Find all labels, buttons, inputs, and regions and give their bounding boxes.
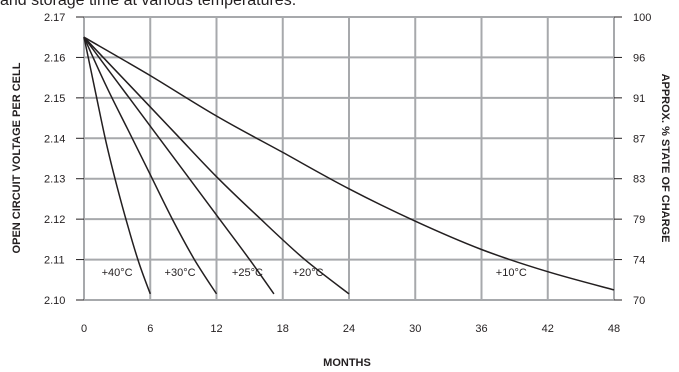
chart-curves [83,36,615,295]
y2-tick-label: 91 [633,93,645,105]
x-tick-label: 36 [475,323,487,335]
series-line [83,36,350,295]
chart-labels: 0 6 12 18 24 30 36 42 48 2.10 70 2.11 74 2.12 79 2.13 83… [44,12,651,335]
y-tick-label: 2.14 [44,133,65,145]
figure-caption: and storage time at various temperatures… [0,0,297,9]
curve-label: +10°C [496,267,527,279]
chart-grid [76,16,622,301]
series-line [83,36,275,295]
x-tick-label: 6 [147,323,153,335]
series-line [83,37,152,295]
y-tick-label: 2.15 [44,93,65,105]
y-tick-label: 2.10 [44,295,65,307]
curve-label: +20°C [293,267,324,279]
y-tick-label: 2.11 [44,255,65,267]
y2-tick-label: 79 [633,214,645,226]
x-tick-label: 12 [210,323,222,335]
y2-tick-label: 83 [633,174,645,186]
y-axis-label: OPEN CIRCUIT VOLTAGE PER CELL [11,62,23,253]
y2-tick-label: 70 [633,295,645,307]
y-tick-label: 2.12 [44,214,65,226]
series-line [83,36,615,291]
x-axis-label: MONTHS [323,357,371,369]
y-tick-label: 2.13 [44,174,65,186]
y-tick-label: 2.17 [44,12,65,24]
x-tick-label: 18 [277,323,289,335]
y2-tick-label: 100 [633,12,651,24]
x-tick-label: 30 [409,323,421,335]
curve-label: +25°C [232,267,263,279]
x-tick-label: 24 [343,323,355,335]
series-line [83,36,218,295]
y2-tick-label: 87 [633,133,645,145]
y2-axis-label: APPROX. % STATE OF CHARGE [659,74,671,243]
x-tick-label: 0 [81,323,87,335]
curve-label: +40°C [102,267,133,279]
y2-tick-label: 74 [633,255,645,267]
y-tick-label: 2.16 [44,52,65,64]
y2-tick-label: 96 [633,52,645,64]
x-tick-label: 42 [542,323,554,335]
x-tick-label: 48 [608,323,620,335]
curve-label: +30°C [165,267,196,279]
